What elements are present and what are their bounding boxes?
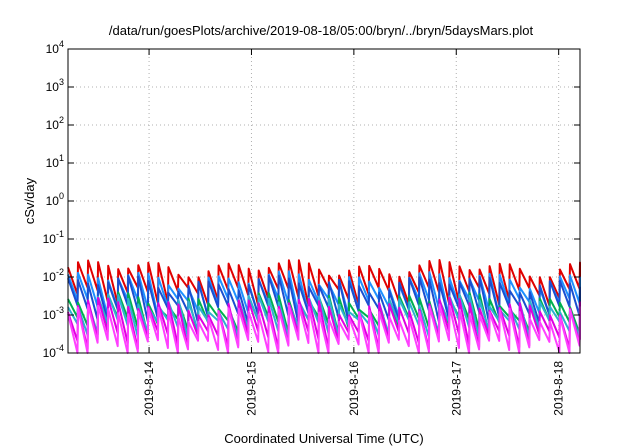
y-tick-exponent: 0 [59, 191, 64, 201]
y-tick-exponent: -1 [56, 229, 64, 239]
y-tick-label: 100 [46, 191, 64, 208]
y-tick-label: 10-1 [43, 229, 64, 246]
y-tick-exponent: 4 [59, 39, 64, 49]
x-tick-label: 2019-8-14 [142, 361, 156, 416]
y-tick-exponent: -3 [56, 305, 64, 315]
x-ticks: 2019-8-14 2019-8-15 2019-8-16 2019-8-17 2019… [142, 49, 566, 416]
y-tick-base: 10 [43, 308, 57, 322]
x-tick-label: 2019-8-16 [347, 361, 361, 416]
y-tick-base: 10 [43, 270, 57, 284]
x-tick-label: 2019-8-18 [552, 361, 566, 416]
y-tick-label: 104 [46, 39, 64, 56]
x-tick-label: 2019-8-17 [449, 361, 463, 416]
y-tick-label: 101 [46, 153, 64, 170]
y-tick-label: 102 [46, 115, 64, 132]
y-tick-label: 10-3 [43, 305, 64, 322]
y-tick-base: 10 [46, 42, 60, 56]
y-tick-base: 10 [43, 346, 57, 360]
y-axis-label: cSv/day [22, 177, 37, 224]
x-axis-label: Coordinated Universal Time (UTC) [224, 431, 423, 446]
y-tick-base: 10 [46, 156, 60, 170]
y-tick-base: 10 [46, 194, 60, 208]
chart-title: /data/run/goesPlots/archive/2019-08-18/0… [109, 23, 534, 38]
y-tick-label: 10-4 [43, 343, 64, 360]
y-tick-label: 10-2 [43, 267, 64, 284]
y-tick-label: 103 [46, 77, 64, 94]
series-line [67, 303, 581, 354]
y-tick-exponent: -4 [56, 343, 64, 353]
y-tick-exponent: -2 [56, 267, 64, 277]
y-tick-base: 10 [46, 80, 60, 94]
y-tick-base: 10 [46, 118, 60, 132]
y-tick-base: 10 [43, 232, 57, 246]
y-tick-exponent: 3 [59, 77, 64, 87]
y-tick-exponent: 1 [59, 153, 64, 163]
x-tick-label: 2019-8-15 [244, 361, 258, 416]
y-tick-exponent: 2 [59, 115, 64, 125]
series-group [67, 259, 581, 354]
